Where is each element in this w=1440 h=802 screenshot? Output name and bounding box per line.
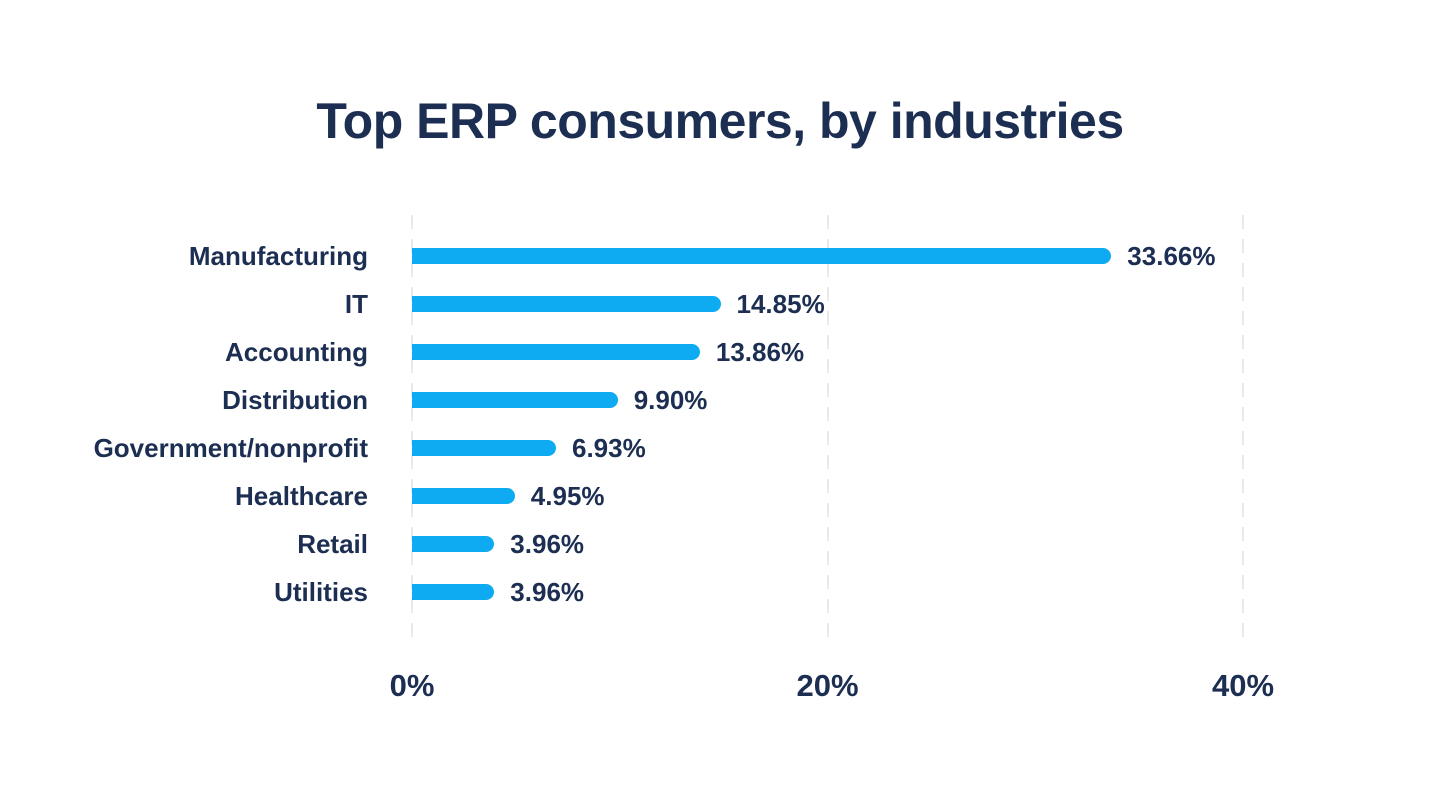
bar-row: IT 14.85% [0,280,1440,328]
category-label: IT [344,288,368,319]
bar-track: 6.93% [412,433,646,464]
chart-title: Top ERP consumers, by industries [316,93,1124,149]
category-label: Healthcare [235,480,368,511]
bar-row: Distribution 9.90% [0,376,1440,424]
x-tick-label: 0% [389,668,435,703]
bar [412,248,1112,264]
value-label: 33.66% [1127,240,1216,271]
bar [412,536,495,552]
bar-track: 33.66% [412,241,1215,272]
gridline-40pct [1242,215,1244,639]
bar-track: 3.96% [412,529,584,560]
bar [412,344,700,360]
bar-row: Accounting 13.86% [0,328,1440,376]
category-label: Retail [297,528,368,559]
bar-track: 4.95% [412,481,605,512]
bar [412,488,515,504]
category-label: Government/nonprofit [93,432,368,463]
bar-row: Manufacturing 33.66% [0,232,1440,280]
x-tick-label: 20% [796,668,859,703]
category-label: Utilities [274,576,368,607]
bar-row: Retail 3.96% [0,520,1440,568]
category-label: Manufacturing [188,240,368,271]
bar-track: 13.86% [412,337,804,368]
value-label: 9.90% [633,384,708,415]
category-label: Distribution [222,384,368,415]
bar-track: 3.96% [412,577,584,608]
bar-track: 9.90% [412,385,707,416]
value-label: 3.96% [510,576,585,607]
bar-row: Healthcare 4.95% [0,472,1440,520]
bar-row: Government/nonprofit 6.93% [0,424,1440,472]
gridline-20pct [826,215,829,639]
value-label: 13.86% [715,336,805,367]
bar-rows: Manufacturing 33.66% IT 14.85% Accountin… [0,232,1440,616]
x-tick-label: 40% [1211,668,1275,703]
gridline-0pct [411,215,413,639]
bar [412,296,721,312]
value-label: 6.93% [572,432,646,463]
bar-row: Utilities 3.96% [0,568,1440,616]
bar [412,584,495,600]
bar-track: 14.85% [412,289,825,320]
bar [412,392,618,408]
value-label: 3.96% [510,528,585,559]
value-label: 14.85% [736,288,825,319]
category-label: Accounting [225,336,368,367]
bar [412,440,556,456]
value-label: 4.95% [530,480,605,511]
